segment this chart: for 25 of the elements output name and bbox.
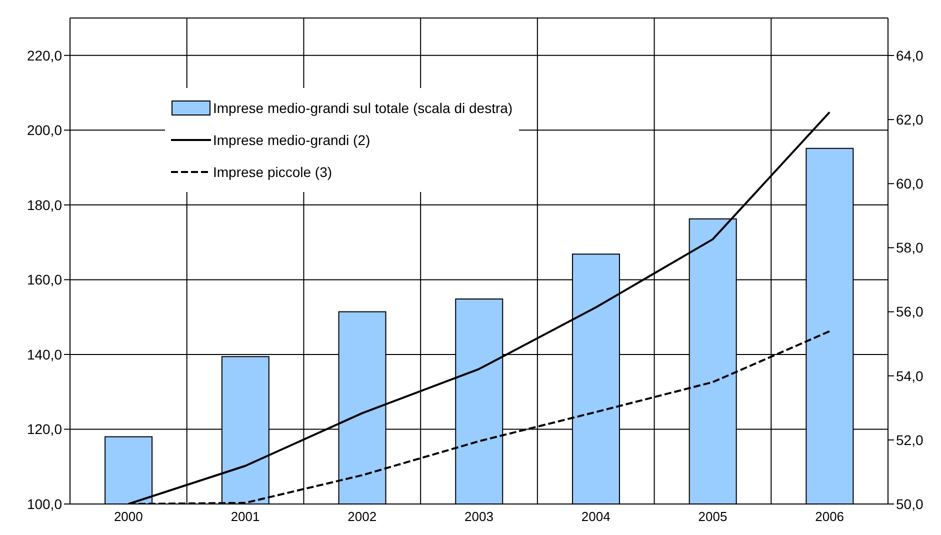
x-tick-label: 2005 — [698, 509, 728, 524]
x-tick-label: 2004 — [581, 509, 610, 524]
y2-tick-label: 64,0 — [896, 47, 924, 64]
y2-tick-label: 50,0 — [896, 496, 924, 512]
y2-tick-label: 58,0 — [896, 240, 924, 256]
y-tick-label: 120,0 — [26, 421, 62, 438]
x-tick-label: 2001 — [230, 509, 260, 524]
legend-label: Imprese medio-grandi (2) — [213, 132, 370, 148]
x-tick-label: 2002 — [348, 509, 377, 524]
y2-tick-label: 56,0 — [896, 304, 924, 320]
x-tick-label: 2003 — [464, 509, 494, 524]
y2-tick-label: 60,0 — [896, 176, 924, 192]
legend-label: Imprese piccole (3) — [213, 164, 332, 180]
y-tick-label: 200,0 — [26, 122, 62, 138]
x-tick-label: 2006 — [815, 509, 844, 524]
y-tick-label: 160,0 — [26, 272, 62, 288]
x-tick-label: 2000 — [114, 509, 143, 524]
y-tick-label: 220,0 — [26, 47, 62, 64]
y-tick-label: 180,0 — [26, 196, 62, 213]
y2-tick-label: 52,0 — [896, 432, 924, 448]
y-tick-label: 140,0 — [26, 346, 62, 362]
y2-tick-label: 54,0 — [896, 368, 924, 384]
y-tick-label: 100,0 — [26, 496, 62, 512]
y2-tick-label: 62,0 — [896, 112, 924, 128]
legend-label: Imprese medio-grandi sul totale (scala di destra) — [213, 100, 513, 116]
